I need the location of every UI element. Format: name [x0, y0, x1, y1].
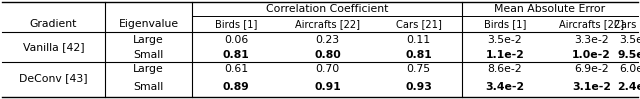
- Text: 6.9e-2: 6.9e-2: [574, 65, 609, 75]
- Text: Large: Large: [133, 65, 164, 75]
- Text: 1.0e-2: 1.0e-2: [572, 50, 611, 60]
- Text: 3.5e-2: 3.5e-2: [488, 35, 522, 45]
- Text: Birds [1]: Birds [1]: [484, 19, 526, 29]
- Text: 2.4e-2: 2.4e-2: [617, 82, 640, 92]
- Text: Gradient: Gradient: [30, 19, 77, 29]
- Text: 0.81: 0.81: [223, 50, 250, 60]
- Text: Vanilla [42]: Vanilla [42]: [22, 42, 84, 52]
- Text: 3.5e-2: 3.5e-2: [619, 35, 640, 45]
- Text: 0.81: 0.81: [405, 50, 432, 60]
- Text: Small: Small: [133, 50, 164, 60]
- Text: Small: Small: [133, 82, 164, 92]
- Text: Correlation Coefficient: Correlation Coefficient: [266, 4, 388, 14]
- Text: Cars [21]: Cars [21]: [614, 19, 640, 29]
- Text: Large: Large: [133, 35, 164, 45]
- Text: Birds [1]: Birds [1]: [215, 19, 257, 29]
- Text: 0.11: 0.11: [406, 35, 431, 45]
- Text: 0.23: 0.23: [316, 35, 340, 45]
- Text: Aircrafts [22]: Aircrafts [22]: [295, 19, 360, 29]
- Text: 0.75: 0.75: [406, 65, 431, 75]
- Text: 8.6e-2: 8.6e-2: [488, 65, 522, 75]
- Text: 3.4e-2: 3.4e-2: [485, 82, 525, 92]
- Text: 3.3e-2: 3.3e-2: [574, 35, 609, 45]
- Text: 0.06: 0.06: [224, 35, 248, 45]
- Text: Mean Absolute Error: Mean Absolute Error: [495, 4, 605, 14]
- Text: 0.89: 0.89: [223, 82, 250, 92]
- Text: Eigenvalue: Eigenvalue: [118, 19, 179, 29]
- Text: 0.61: 0.61: [224, 65, 248, 75]
- Text: 6.0e-2: 6.0e-2: [619, 65, 640, 75]
- Text: DeConv [43]: DeConv [43]: [19, 73, 88, 83]
- Text: 0.80: 0.80: [314, 50, 341, 60]
- Text: 9.5e-3: 9.5e-3: [617, 50, 640, 60]
- Text: 3.1e-2: 3.1e-2: [572, 82, 611, 92]
- Text: Aircrafts [22]: Aircrafts [22]: [559, 19, 624, 29]
- Text: 0.93: 0.93: [405, 82, 432, 92]
- Text: Cars [21]: Cars [21]: [396, 19, 442, 29]
- Text: 0.91: 0.91: [314, 82, 341, 92]
- Text: 1.1e-2: 1.1e-2: [486, 50, 524, 60]
- Text: 0.70: 0.70: [316, 65, 340, 75]
